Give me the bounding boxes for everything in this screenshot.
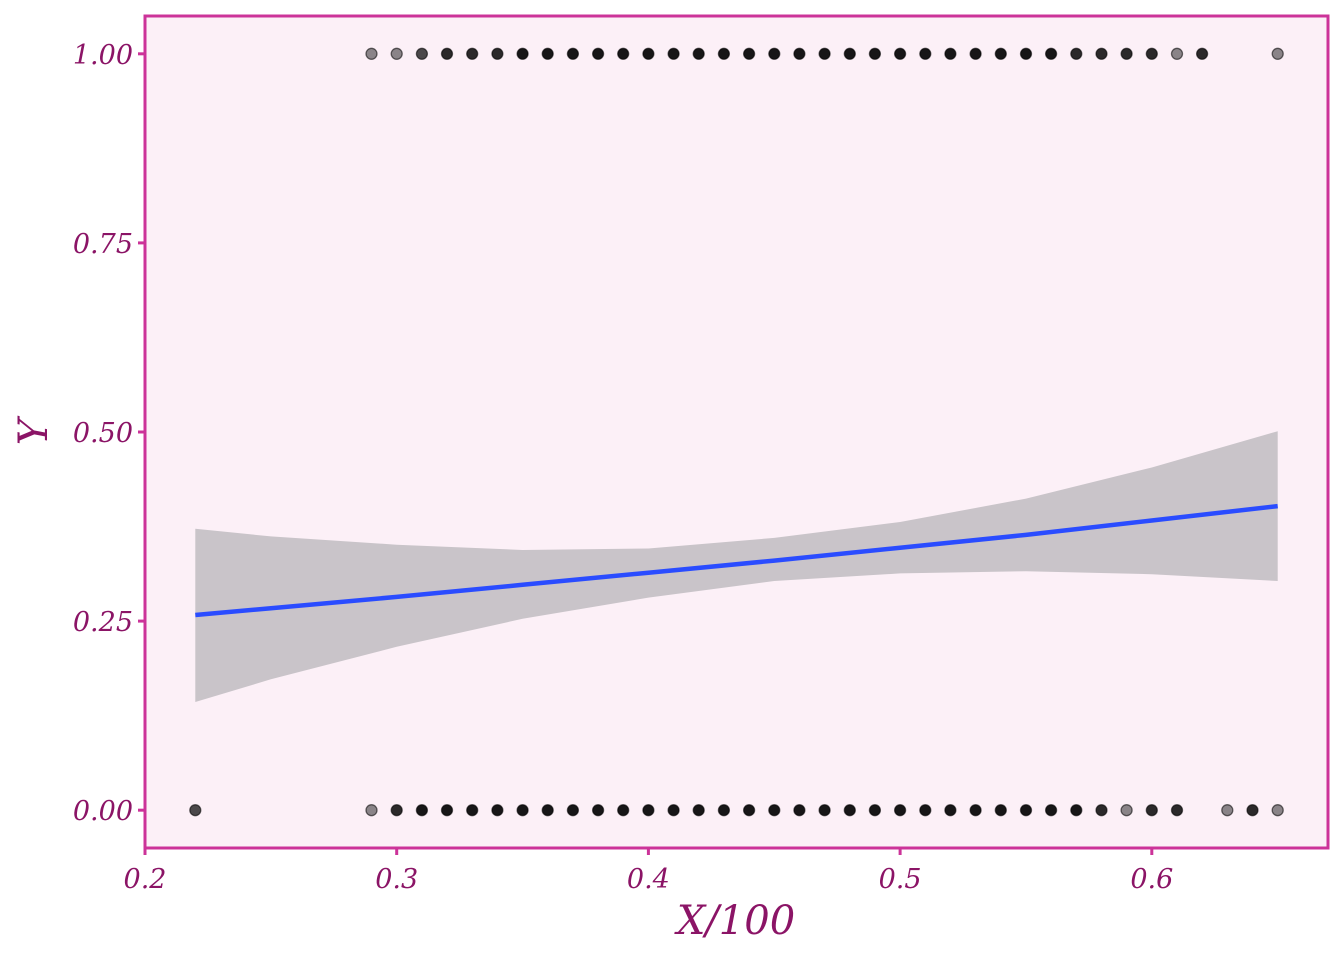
data-point (692, 804, 705, 817)
data-point (617, 47, 630, 60)
data-point (365, 804, 378, 817)
data-point (868, 47, 882, 60)
data-point (189, 804, 202, 817)
data-point (566, 804, 580, 817)
data-point (717, 47, 731, 60)
data-points (189, 47, 1284, 817)
x-tick-label: 0.2 (124, 864, 167, 895)
data-point (390, 47, 403, 60)
data-point (1044, 804, 1058, 817)
x-axis: 0.2 0.3 0.4 0.5 0.6 (124, 848, 1173, 895)
x-tick-label: 0.5 (879, 864, 922, 895)
data-point (642, 47, 655, 60)
x-tick-label: 0.6 (1130, 864, 1173, 895)
data-point (1195, 47, 1209, 60)
data-point (1070, 804, 1083, 817)
data-point (793, 804, 806, 817)
data-point (566, 47, 580, 60)
data-point (768, 47, 781, 60)
data-point (390, 804, 403, 817)
data-point (440, 47, 454, 60)
data-point (1170, 47, 1184, 60)
data-point (793, 47, 806, 60)
data-point (919, 47, 932, 60)
y-tick-label: 0.50 (73, 418, 133, 449)
data-point (415, 804, 429, 817)
x-axis-title: X/100 (674, 898, 795, 944)
data-point (944, 47, 957, 60)
data-point (1246, 804, 1259, 817)
data-point (1145, 47, 1158, 60)
data-point (893, 47, 907, 60)
data-point (843, 804, 856, 817)
y-tick-label: 0.25 (73, 607, 133, 638)
data-point (742, 804, 756, 817)
y-tick-label: 0.00 (73, 796, 133, 827)
data-point (692, 47, 705, 60)
data-point (1271, 47, 1284, 60)
data-point (440, 804, 454, 817)
data-point (491, 47, 504, 60)
plot-panel (145, 16, 1328, 848)
x-tick-label: 0.4 (627, 864, 670, 895)
data-point (768, 804, 781, 817)
data-point (818, 47, 831, 60)
data-point (742, 47, 756, 60)
data-point (667, 804, 680, 817)
fit-line (195, 503, 1278, 618)
data-point (1271, 804, 1284, 817)
data-point (1120, 804, 1133, 817)
data-point (617, 804, 630, 817)
data-point (466, 47, 479, 60)
data-point (893, 804, 907, 817)
data-point (1120, 47, 1133, 60)
y-axis: 0.00 0.25 0.50 0.75 1.00 (73, 40, 145, 827)
data-point (466, 804, 479, 817)
data-point (818, 804, 831, 817)
data-point (1145, 804, 1158, 817)
y-axis-title: Y (11, 415, 57, 445)
data-point (591, 804, 605, 817)
data-point (541, 47, 554, 60)
data-point (868, 804, 882, 817)
data-point (591, 47, 605, 60)
data-point (969, 47, 982, 60)
data-point (994, 804, 1007, 817)
data-point (1221, 804, 1234, 817)
data-point (365, 47, 378, 60)
data-point (1095, 47, 1108, 60)
data-point (516, 804, 529, 817)
data-point (667, 47, 680, 60)
data-point (642, 804, 655, 817)
data-point (1170, 804, 1184, 817)
data-point (1019, 804, 1033, 817)
data-point (415, 47, 429, 60)
data-point (969, 804, 982, 817)
data-point (919, 804, 932, 817)
confidence-band (195, 431, 1278, 702)
data-point (1019, 47, 1033, 60)
data-point (491, 804, 504, 817)
data-point (717, 804, 731, 817)
data-point (1044, 47, 1058, 60)
y-tick-label: 0.75 (73, 229, 133, 260)
data-point (541, 804, 554, 817)
data-point (994, 47, 1007, 60)
data-point (1070, 47, 1083, 60)
data-point (1095, 804, 1108, 817)
x-tick-label: 0.3 (375, 864, 418, 895)
y-tick-label: 1.00 (73, 40, 133, 71)
data-point (516, 47, 529, 60)
data-point (944, 804, 957, 817)
data-point (843, 47, 856, 60)
